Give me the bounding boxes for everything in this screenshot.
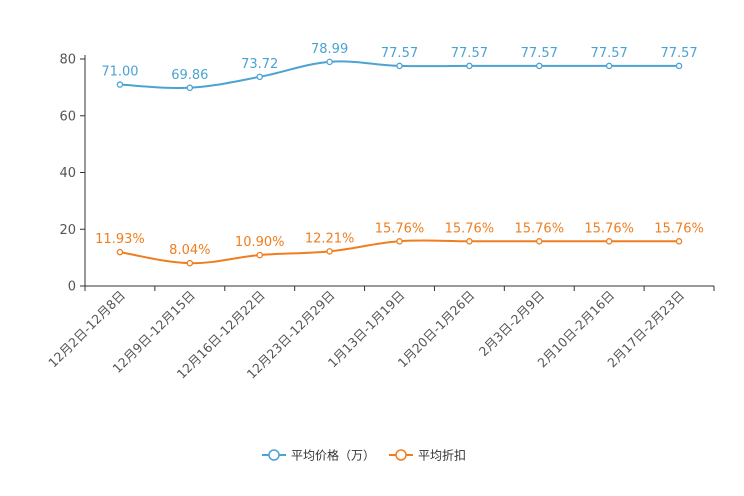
data-label: 69.86 — [171, 68, 208, 83]
data-point — [675, 62, 683, 70]
data-point — [536, 238, 543, 245]
y-tick-label: 20 — [59, 223, 76, 238]
data-label: 73.72 — [241, 57, 278, 72]
data-label: 77.57 — [660, 46, 697, 61]
x-tick-label: 2月3日-2月9日 — [476, 288, 548, 360]
legend-label: 平均价格（万） — [291, 448, 375, 463]
y-tick-label: 0 — [68, 280, 76, 295]
legend-marker — [395, 449, 407, 461]
y-tick-label: 40 — [59, 166, 76, 181]
data-label: 77.57 — [451, 46, 488, 61]
data-label: 15.76% — [584, 221, 634, 236]
data-point — [186, 259, 194, 267]
data-point — [675, 238, 683, 245]
chart-axes: 02040608012月2日-12月8日12月9日-12月15日12月16日-1… — [45, 53, 715, 382]
data-label: 11.93% — [95, 232, 145, 247]
data-label: 15.76% — [375, 221, 425, 236]
data-point — [256, 73, 263, 81]
legend-marker — [268, 449, 280, 461]
data-label: 77.57 — [591, 46, 628, 61]
data-label: 8.04% — [169, 243, 210, 258]
x-tick-label: 1月20日-1月26日 — [395, 288, 478, 371]
y-tick-label: 60 — [59, 109, 76, 124]
series-2: 11.93% 8.04% 10.90% 12.21% 15.76% 15.76% 15.76… — [95, 221, 704, 267]
data-label: 71.00 — [101, 65, 138, 80]
data-label: 77.57 — [521, 46, 558, 61]
data-point — [536, 62, 543, 70]
data-label: 15.76% — [514, 221, 564, 236]
data-label: 78.99 — [311, 42, 348, 57]
data-point — [466, 62, 473, 70]
data-point — [116, 248, 124, 256]
y-tick-label: 80 — [59, 53, 76, 68]
data-label: 12.21% — [305, 231, 355, 246]
legend-item-2[interactable]: 平均折扣 — [389, 448, 466, 463]
data-point — [326, 58, 333, 66]
series-layer: 71.00 69.86 73.72 78.99 77.57 77.57 77.57 77.57… — [95, 42, 704, 267]
data-label: 15.76% — [445, 221, 495, 236]
data-point — [326, 248, 333, 255]
data-point — [605, 238, 613, 245]
data-point — [396, 238, 403, 245]
data-point — [256, 251, 263, 259]
x-tick-label: 2月17日-2月23日 — [604, 288, 687, 371]
data-point — [186, 84, 194, 92]
data-point — [396, 62, 403, 70]
legend-item-1[interactable]: 平均价格（万） — [262, 448, 375, 463]
series-1: 71.00 69.86 73.72 78.99 77.57 77.57 77.57 77.57… — [101, 42, 698, 92]
legend[interactable]: 平均价格（万） 平均折扣 — [262, 448, 466, 463]
data-point — [466, 238, 473, 245]
legend-label: 平均折扣 — [418, 448, 466, 463]
data-label: 15.76% — [654, 221, 704, 236]
data-label: 10.90% — [235, 235, 285, 250]
data-point — [116, 81, 124, 88]
data-label: 77.57 — [381, 46, 418, 61]
data-point — [605, 62, 613, 70]
